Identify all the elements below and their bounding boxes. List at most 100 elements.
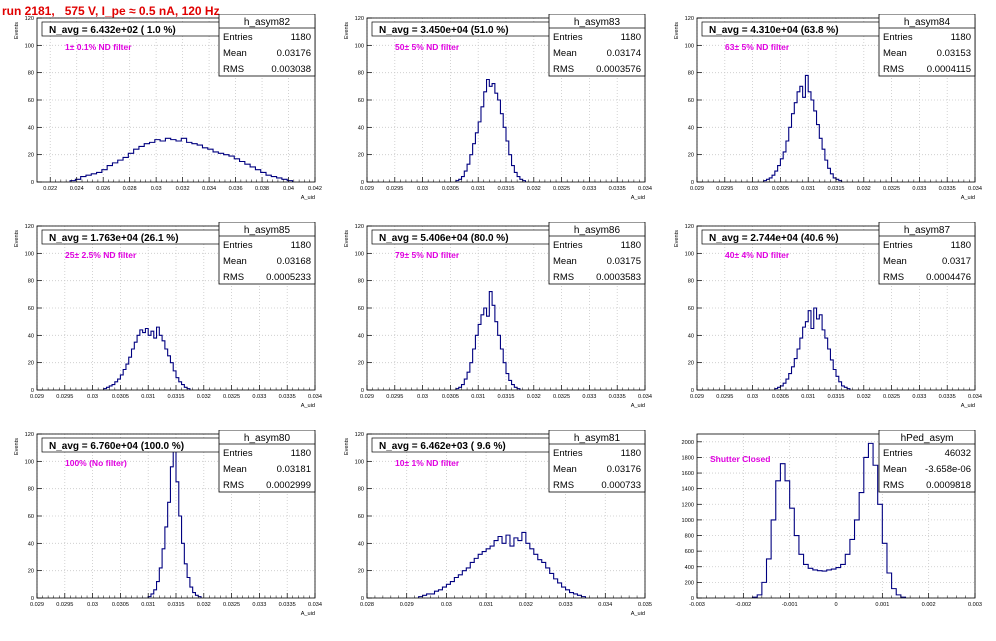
- x-tick-label: 0.03: [747, 186, 758, 192]
- histogram-bin: [155, 140, 160, 182]
- histogram-bin: [144, 144, 149, 182]
- histogram-bin: [187, 142, 192, 182]
- y-tick-label: 20: [28, 361, 34, 367]
- y-tick-label: 1400: [682, 487, 694, 493]
- y-tick-label: 20: [688, 153, 694, 159]
- y-tick-label: 2000: [682, 440, 694, 446]
- histogram-panel: 0.022 0.024 0.026 0.028 0.03 0.032 0.034 0.036 0…: [0, 13, 330, 220]
- histogram-bin: [794, 103, 797, 182]
- histogram-bin: [538, 560, 542, 598]
- x-tick-label: 0.036: [229, 186, 243, 192]
- histogram-bin: [808, 92, 811, 182]
- x-tick-label: 0.038: [255, 186, 269, 192]
- stats-label: RMS: [223, 480, 244, 491]
- x-tick-label: 0.03: [87, 394, 98, 400]
- histogram-bin: [154, 338, 157, 390]
- y-tick-label: 120: [25, 224, 34, 230]
- x-axis-label: A_uid: [961, 403, 975, 409]
- histogram-bin: [554, 579, 558, 598]
- x-tick-label: 0.034: [638, 394, 652, 400]
- histogram-bin: [107, 166, 112, 182]
- histogram-outline: [763, 74, 843, 182]
- histogram-bin: [140, 330, 143, 390]
- histogram-bin: [197, 145, 202, 182]
- histogram-chart: 0.029 0.0295 0.03 0.0305 0.031 0.0315 0.032 0.0…: [14, 221, 322, 409]
- y-tick-label: 0: [31, 596, 34, 602]
- stats-box: [218, 221, 316, 285]
- histogram-bin: [213, 152, 218, 182]
- histogram-bin: [208, 149, 213, 182]
- y-tick-label: 60: [358, 98, 364, 104]
- histogram-panel: -0.003 -0.002 -0.001 0 0.001 0.002 0.003 0 200 40…: [660, 429, 990, 636]
- histogram-bin: [81, 177, 86, 182]
- x-tick-label: 0.0325: [883, 394, 900, 400]
- x-tick-label: 0.0305: [112, 602, 129, 608]
- y-tick-label: 200: [685, 580, 694, 586]
- histogram-bin: [771, 520, 776, 598]
- y-tick-label: 20: [358, 153, 364, 159]
- y-tick-label: 120: [25, 16, 34, 22]
- histogram-outline: [103, 326, 191, 390]
- histogram-bin: [873, 465, 878, 598]
- filter-note: 50± 5% ND filter: [395, 42, 460, 52]
- y-axis-label: Events: [14, 22, 20, 39]
- histogram-name: h_asym81: [574, 433, 621, 444]
- histogram-bin: [811, 329, 814, 391]
- histogram-bin: [805, 322, 808, 390]
- x-tick-label: 0.0335: [279, 394, 296, 400]
- stats-value: 0.0009818: [926, 480, 971, 491]
- histogram-bin: [800, 86, 803, 182]
- histogram-bin: [492, 84, 495, 182]
- y-tick-label: 40: [358, 333, 364, 339]
- histogram-bin: [486, 549, 490, 598]
- histogram-bin: [91, 174, 96, 182]
- stats-label: RMS: [553, 64, 574, 75]
- x-tick-label: 0.034: [308, 602, 322, 608]
- y-tick-label: 60: [28, 98, 34, 104]
- y-tick-label: 80: [358, 279, 364, 285]
- histogram-outline: [455, 78, 527, 182]
- histogram-bin: [790, 508, 795, 598]
- x-tick-label: 0.032: [197, 602, 211, 608]
- histogram-panel: 0.029 0.0295 0.03 0.0305 0.031 0.0315 0.032 0.0…: [330, 13, 660, 220]
- y-tick-label: 0: [691, 596, 694, 602]
- y-tick-label: 60: [688, 306, 694, 312]
- histogram-bin: [542, 562, 546, 598]
- y-tick-label: 80: [358, 71, 364, 77]
- x-tick-label: 0.0305: [442, 394, 459, 400]
- histogram-outline: [455, 291, 521, 390]
- stats-label: RMS: [553, 480, 574, 491]
- y-tick-label: 0: [691, 388, 694, 394]
- stats-label: Entries: [883, 448, 913, 459]
- stats-value: 0.03181: [277, 464, 311, 475]
- stats-label: Mean: [223, 48, 247, 59]
- stats-value: 1180: [291, 240, 311, 251]
- y-tick-label: 1200: [682, 502, 694, 508]
- histogram-bin: [255, 170, 260, 182]
- x-tick-label: 0.0325: [553, 394, 570, 400]
- histogram-chart: 0.029 0.0295 0.03 0.0305 0.031 0.0315 0.032 0.0…: [674, 13, 982, 201]
- histogram-chart: 0.022 0.024 0.026 0.028 0.03 0.032 0.034 0.036 0…: [14, 13, 322, 201]
- histogram-chart: 0.029 0.0295 0.03 0.0305 0.031 0.0315 0.032 0.0…: [674, 221, 982, 409]
- histogram-bin: [811, 100, 814, 182]
- x-tick-label: 0.034: [308, 394, 322, 400]
- histogram-bin: [831, 569, 836, 598]
- histogram-name: hPed_asym: [901, 433, 954, 444]
- stats-value: 1180: [291, 32, 311, 43]
- histogram-bin: [481, 315, 484, 390]
- x-tick-label: 0.04: [283, 186, 294, 192]
- histogram-chart: 0.029 0.0295 0.03 0.0305 0.031 0.0315 0.032 0.0…: [14, 429, 322, 617]
- x-tick-label: 0.031: [141, 394, 155, 400]
- histogram-bin: [570, 593, 574, 598]
- x-tick-label: 0.029: [360, 186, 374, 192]
- histogram-bin: [850, 539, 855, 598]
- x-tick-label: 0.032: [857, 186, 871, 192]
- histogram-bin: [518, 541, 522, 598]
- filter-note: 79± 5% ND filter: [395, 250, 460, 260]
- x-tick-label: 0.033: [912, 186, 926, 192]
- histogram-bin: [224, 155, 229, 182]
- run-title: run 2181, 575 V, I_pe ≈ 0.5 nA, 120 Hz: [2, 4, 220, 18]
- x-axis-label: A_uid: [301, 195, 315, 201]
- filter-note: 100% (No filter): [65, 458, 127, 468]
- histogram-bin: [277, 178, 282, 182]
